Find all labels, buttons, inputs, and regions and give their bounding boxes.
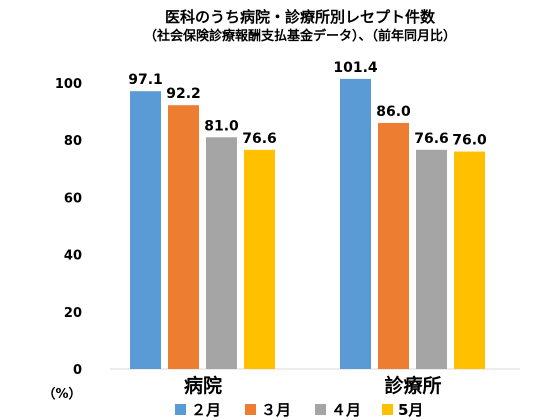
legend-label: ４月 — [331, 401, 361, 419]
bar — [168, 105, 199, 369]
bar — [206, 137, 237, 369]
data-label: 97.1 — [128, 72, 163, 88]
bar — [130, 91, 161, 370]
data-label: 81.0 — [204, 118, 239, 134]
data-label: 86.0 — [376, 104, 411, 120]
data-label: 92.2 — [166, 86, 201, 102]
y-tick-label: 40 — [64, 249, 82, 264]
bar — [454, 151, 485, 369]
chart-subtitle: （社会保険診療報酬支払基金データ）、（前年同月比） — [144, 28, 456, 44]
bar — [340, 78, 371, 369]
legend-swatch — [175, 404, 186, 415]
data-label: 101.4 — [333, 60, 378, 76]
legend-label: 5月 — [398, 401, 423, 419]
legend: ２月 ３月 ４月 5月 — [175, 401, 423, 419]
data-label: 76.6 — [414, 131, 449, 147]
bar — [244, 149, 275, 369]
legend-label: ３月 — [261, 401, 291, 419]
y-axis: 0 20 40 60 80 100 — [55, 77, 82, 378]
legend-swatch — [382, 404, 393, 415]
category-label: 病院 — [184, 374, 222, 397]
y-tick-label: 20 — [64, 306, 82, 321]
chart-title: 医科のうち病院・診療所別レセプト件数 — [165, 8, 436, 26]
category-label: 診療所 — [384, 374, 441, 397]
data-label: 76.0 — [452, 133, 487, 149]
y-unit-label: （%） — [42, 386, 81, 402]
bars — [130, 78, 485, 370]
y-tick-label: 0 — [73, 363, 82, 378]
category-labels: 病院 診療所 — [184, 374, 442, 397]
y-tick-label: 60 — [64, 191, 82, 206]
data-label: 76.6 — [242, 131, 277, 147]
y-tick-label: 100 — [55, 77, 82, 92]
legend-label: ２月 — [191, 401, 221, 419]
bar — [378, 122, 409, 369]
y-tick-label: 80 — [64, 134, 82, 149]
legend-swatch — [245, 404, 256, 415]
bar — [416, 149, 447, 369]
legend-swatch — [315, 404, 326, 415]
